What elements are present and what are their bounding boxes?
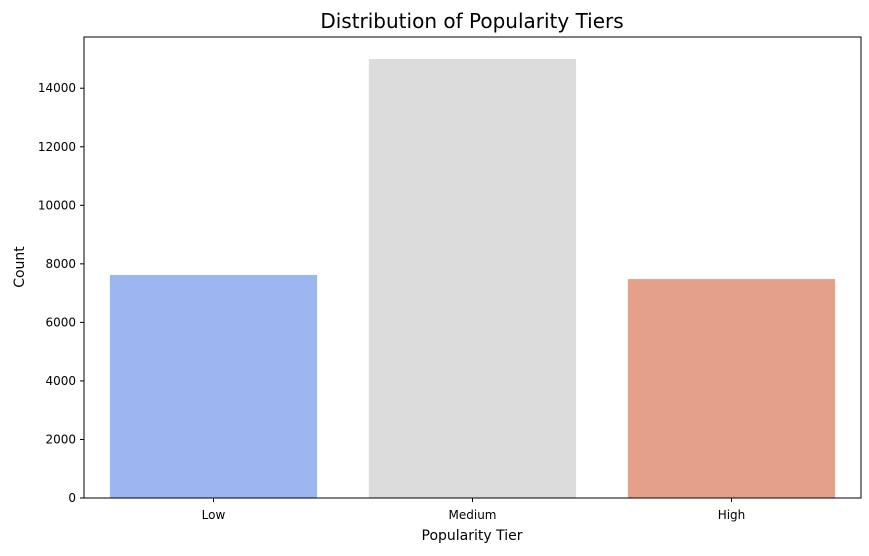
x-axis: Low Medium High	[202, 498, 746, 522]
y-tick-label: 12000	[38, 140, 76, 154]
y-tick-label: 10000	[38, 198, 76, 212]
x-tick-label: Medium	[449, 508, 497, 522]
y-tick-label: 2000	[45, 432, 76, 446]
x-tick-label: High	[718, 508, 746, 522]
chart-title: Distribution of Popularity Tiers	[320, 9, 623, 33]
x-axis-label: Popularity Tier	[422, 528, 523, 544]
bar-high	[627, 279, 836, 498]
y-tick-label: 0	[68, 491, 76, 505]
y-tick-label: 4000	[45, 374, 76, 388]
bars-layer	[109, 58, 836, 498]
y-axis: 0 2000 4000 6000 8000 10000 12000 14000	[38, 81, 84, 505]
y-tick-label: 8000	[45, 257, 76, 271]
bar-low	[109, 274, 318, 498]
bar-medium	[368, 58, 577, 498]
y-tick-label: 14000	[38, 81, 76, 95]
y-axis-label: Count	[12, 246, 28, 288]
x-tick-label: Low	[202, 508, 226, 522]
y-tick-label: 6000	[45, 315, 76, 329]
